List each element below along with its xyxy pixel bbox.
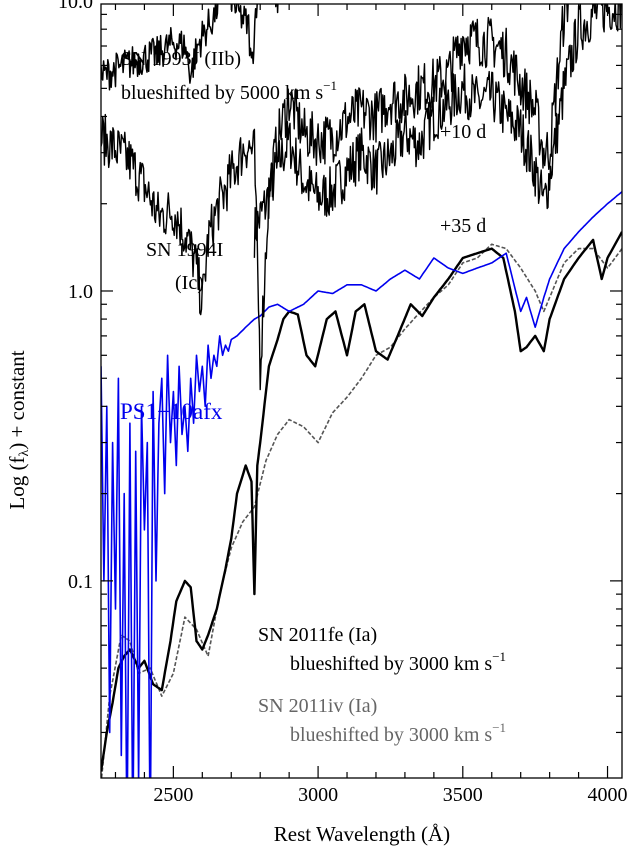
sn2011fe-name-label: SN 2011fe (Ia) [258,624,377,646]
ticks-layer: 2500 3000 3500 4000 10.0 1.0 0.1 [58,0,628,806]
y-tick-label: 10.0 [58,0,93,13]
series-layer [101,4,622,778]
sn1994i-name-label: SN 1994I [146,239,223,261]
x-tick-label: 3500 [443,784,483,806]
series-line-sn2011iv [101,243,622,778]
x-tick-label: 4000 [588,784,628,806]
sn2011iv-shift-label: blueshifted by 3000 km s−1 [290,720,506,746]
series-line-sn2011fe [101,231,622,772]
series-line-sn1994i_35 [253,4,622,258]
epoch-10d-label: +10 d [440,121,486,143]
series-line-ps1 [101,191,622,778]
sn1993j-name-label: SN 1993J (IIb) [121,48,241,70]
epoch-35d-label: +35 d [440,215,486,237]
ps1-10afx-label: PS1−10afx [120,399,223,424]
x-tick-label: 2500 [153,784,193,806]
x-axis-label: Rest Wavelength (Å) [274,822,450,846]
y-axis-label: Log (fλ) + constant [5,350,32,509]
series-line-sn1994i_10 [101,4,573,391]
plot-frame [100,3,623,779]
x-tick-label: 3000 [298,784,338,806]
y-tick-label: 1.0 [68,281,93,303]
y-tick-label: 0.1 [68,571,93,593]
sn1993j-shift-label: blueshifted by 5000 km s−1 [121,78,337,104]
sn2011fe-shift-label: blueshifted by 3000 km s−1 [290,649,506,675]
sn2011iv-name-label: SN 2011iv (Ia) [258,695,377,717]
series-line-sn1993j [101,4,279,91]
sn1994i-type-label: (Ic) [175,272,204,294]
